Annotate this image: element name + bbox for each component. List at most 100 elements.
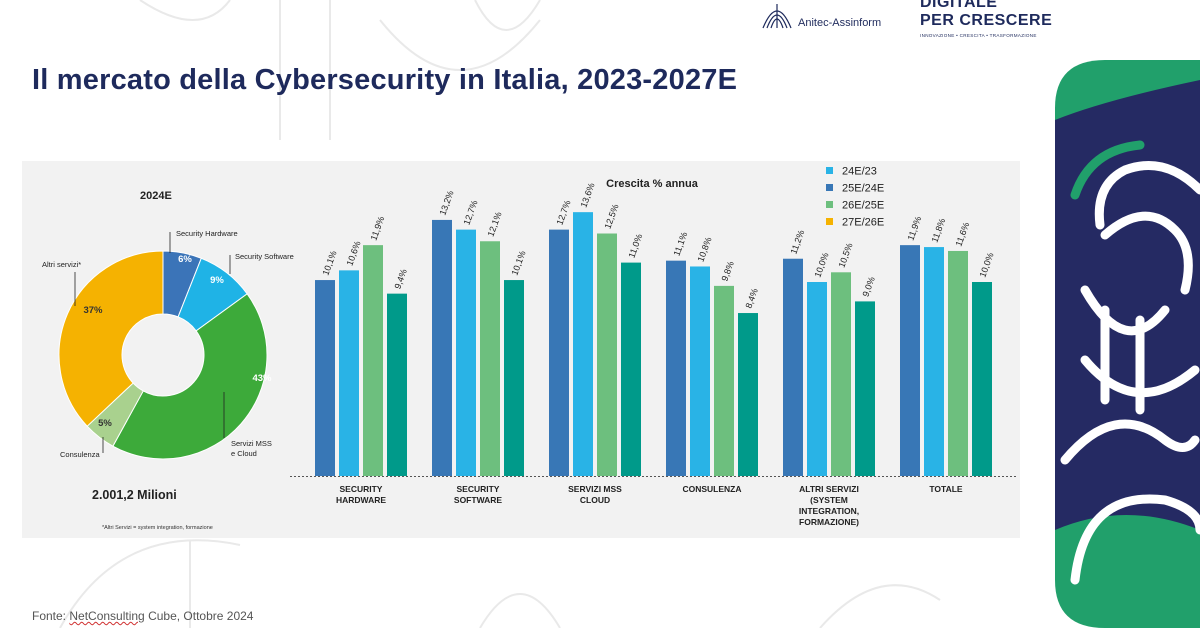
bar-data-label: 10,6%: [344, 240, 362, 267]
category-label: SERVIZI MSS: [568, 484, 622, 494]
legend-swatch: [826, 167, 833, 174]
bar-data-label: 9,0%: [860, 275, 876, 298]
bar-data-label: 12,1%: [485, 211, 503, 238]
donut-slice-label: Altri servizi*: [42, 260, 81, 269]
bar: [948, 250, 968, 476]
legend-label: 24E/23: [842, 166, 877, 178]
donut-slice-pct: 43%: [252, 373, 272, 384]
bar: [831, 272, 851, 476]
donut-slice-pct: 5%: [98, 418, 112, 429]
category-label: SECURITY: [457, 484, 500, 494]
source-suffix: Cube, Ottobre 2024: [144, 609, 254, 623]
category-label: CLOUD: [580, 495, 610, 505]
page-title: Il mercato della Cybersecurity in Italia…: [32, 64, 738, 96]
legend-swatch: [826, 184, 833, 191]
bar-data-label: 11,1%: [671, 231, 689, 258]
donut-slice-pct: 37%: [83, 305, 103, 316]
category-label: SECURITY: [340, 484, 383, 494]
donut-slice-label: Security Hardware: [176, 229, 238, 238]
bar: [432, 219, 452, 477]
bar-data-label: 11,0%: [626, 233, 644, 260]
category-label: ALTRI SERVIZI: [799, 484, 859, 494]
donut-slice: [58, 250, 164, 427]
bar-data-label: 12,5%: [602, 203, 620, 230]
bar-data-label: 10,1%: [320, 249, 338, 276]
bar-data-label: 8,4%: [743, 287, 759, 310]
bar: [456, 229, 476, 476]
category-label: INTEGRATION,: [799, 506, 859, 516]
category-label: (SYSTEM: [810, 495, 848, 505]
bar: [924, 247, 944, 476]
donut-slice-label: e Cloud: [231, 449, 257, 458]
bar-data-label: 13,6%: [578, 181, 596, 208]
bar: [504, 280, 524, 476]
bar-data-label: 11,9%: [368, 215, 386, 242]
assinform-label: Anitec-Assinform: [798, 17, 882, 29]
bar: [315, 280, 335, 476]
bar-data-label: 9,4%: [392, 268, 408, 291]
legend-label: 26E/25E: [842, 200, 884, 212]
bar: [900, 245, 920, 476]
bar: [339, 270, 359, 476]
category-label: CONSULENZA: [682, 484, 741, 494]
bar-data-label: 10,1%: [509, 249, 527, 276]
bar: [972, 282, 992, 476]
source-prefix: Fonte:: [32, 609, 70, 623]
bar-data-label: 12,7%: [461, 199, 479, 226]
bar: [597, 233, 617, 476]
donut-total: 2.001,2 Milioni: [92, 488, 177, 502]
bar-chart-title: Crescita % annua: [606, 178, 699, 190]
bar: [690, 266, 710, 476]
bar-data-label: 11,8%: [929, 217, 947, 244]
bar: [714, 285, 734, 476]
donut-slice: [112, 293, 268, 460]
bar: [621, 262, 641, 476]
anitec-assinform-logo: Anitec-Assinform: [760, 0, 895, 36]
donut-footnote: *Altri Servizi = system integration, for…: [102, 525, 213, 531]
legend-label: 27E/26E: [842, 217, 884, 229]
donut-slice-pct: 9%: [210, 275, 224, 286]
digitale-per-crescere-logo: DIGITALE PER CRESCERE INNOVAZIONE • CRES…: [918, 0, 1052, 44]
bar: [387, 293, 407, 476]
legend-label: 25E/24E: [842, 183, 884, 195]
bar: [480, 241, 500, 476]
bar-data-label: 13,2%: [437, 189, 455, 216]
bar: [573, 212, 593, 476]
donut-slice-label: Security Software: [235, 252, 294, 261]
bar-data-label: 9,8%: [719, 260, 735, 283]
bar-data-label: 11,2%: [788, 229, 806, 256]
bar: [783, 258, 803, 476]
category-label: HARDWARE: [336, 495, 386, 505]
category-label: SOFTWARE: [454, 495, 502, 505]
bar-data-label: 12,7%: [554, 199, 572, 226]
bar-data-label: 10,0%: [977, 251, 995, 278]
category-label: TOTALE: [929, 484, 963, 494]
shell-logo-icon: [762, 4, 792, 29]
bar: [666, 260, 686, 476]
source-name: NetConsulting: [69, 609, 145, 623]
donut-slice-label: Consulenza: [60, 450, 100, 459]
bar-data-label: 11,9%: [905, 215, 923, 242]
legend-swatch: [826, 201, 833, 208]
bar-data-label: 10,0%: [812, 251, 830, 278]
dpc-tagline: INNOVAZIONE • CRESCITA • TRASFORMAZIONE: [920, 33, 1037, 38]
bar: [738, 313, 758, 476]
bar: [855, 301, 875, 476]
donut-slice-pct: 6%: [178, 254, 192, 265]
source-note: Fonte: NetConsulting Cube, Ottobre 2024: [32, 609, 253, 623]
donut-slice-label: Servizi MSS: [231, 439, 272, 448]
donut-title: 2024E: [140, 190, 172, 202]
bar: [363, 245, 383, 476]
legend-swatch: [826, 218, 833, 225]
confindustria-emblem-icon: [1055, 60, 1200, 628]
category-label: FORMAZIONE): [799, 517, 859, 527]
bar: [549, 229, 569, 476]
dpc-line1: DIGITALE: [920, 0, 998, 11]
donut-chart-area: 2024E 2.001,2 Milioni *Altri Servizi = s…: [22, 161, 302, 538]
bar-data-label: 10,5%: [836, 242, 854, 269]
bar: [807, 282, 827, 476]
bar-data-label: 11,6%: [953, 221, 971, 248]
bar-data-label: 10,8%: [695, 236, 713, 263]
